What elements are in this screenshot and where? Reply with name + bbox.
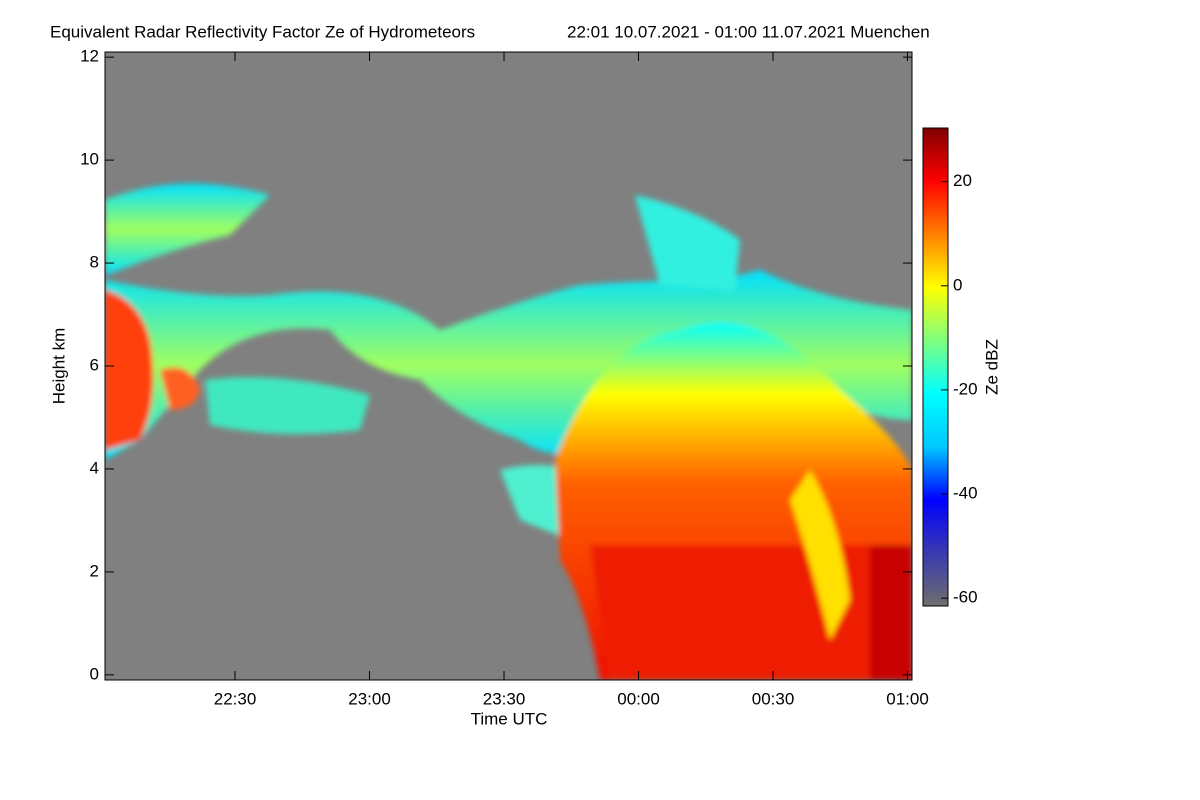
x-tick-label: 01:00 [886, 689, 929, 708]
y-axis-label: Height km [49, 328, 68, 405]
colorbar [922, 127, 949, 607]
reflectivity-field [105, 183, 912, 680]
chart-subtitle: 22:01 10.07.2021 - 01:00 11.07.2021 Muen… [567, 22, 930, 41]
y-tick-label: 0 [90, 664, 99, 683]
y-tick-label: 4 [90, 458, 99, 477]
x-axis-label: Time UTC [471, 709, 548, 728]
y-tick-label: 12 [80, 47, 99, 66]
y-tick-label: 10 [80, 150, 99, 169]
colorbar-tick-label: 0 [953, 275, 962, 294]
colorbar-tick-label: 20 [953, 171, 972, 190]
x-tick-label: 00:00 [617, 689, 660, 708]
colorbar-label: Ze dBZ [982, 339, 1001, 395]
x-tick-label: 22:30 [214, 689, 257, 708]
y-tick-label: 2 [90, 561, 99, 580]
colorbar-tick-label: -40 [953, 484, 978, 503]
x-tick-label: 23:00 [348, 689, 391, 708]
y-tick-label: 8 [90, 253, 99, 272]
x-tick-label: 23:30 [483, 689, 526, 708]
x-tick-label: 00:30 [752, 689, 795, 708]
colorbar-tick-label: -20 [953, 379, 978, 398]
y-tick-label: 6 [90, 355, 99, 374]
colorbar-tick-label: -60 [953, 588, 978, 607]
chart-title: Equivalent Radar Reflectivity Factor Ze … [50, 22, 475, 41]
